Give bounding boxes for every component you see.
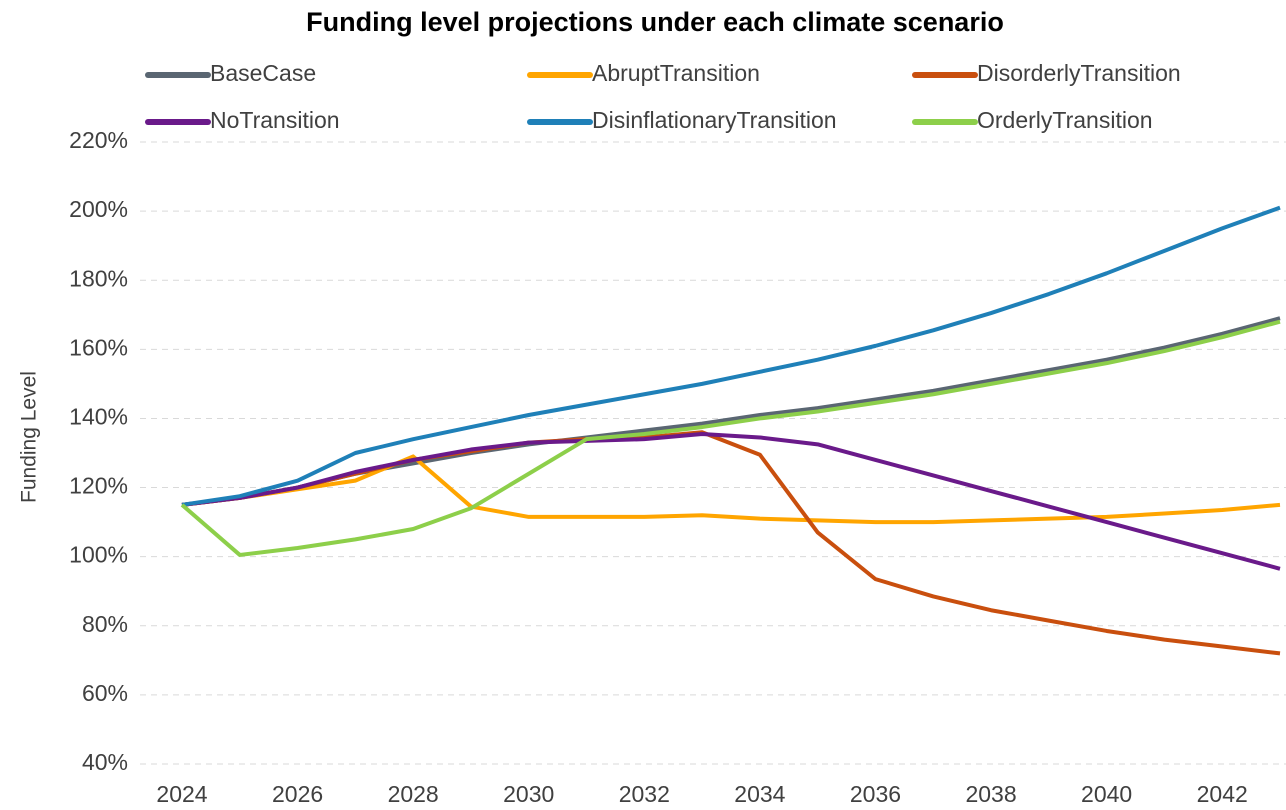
x-tick-label: 2038 bbox=[965, 781, 1016, 807]
series-line bbox=[180, 319, 1281, 557]
y-tick-label: 40% bbox=[82, 749, 128, 775]
chart-title: Funding level projections under each cli… bbox=[306, 7, 1004, 37]
y-tick-label: 140% bbox=[69, 404, 128, 430]
x-tick-label: 2026 bbox=[272, 781, 323, 807]
series-line bbox=[181, 454, 1281, 525]
legend-label: DisinflationaryTransition bbox=[592, 107, 837, 133]
legend-label: AbruptTransition bbox=[592, 60, 760, 86]
x-tick-label: 2032 bbox=[619, 781, 670, 807]
x-tick-label: 2042 bbox=[1197, 781, 1248, 807]
x-tick-label: 2036 bbox=[850, 781, 901, 807]
y-tick-label: 80% bbox=[82, 611, 128, 637]
x-tick-label: 2040 bbox=[1081, 781, 1132, 807]
y-tick-label: 220% bbox=[69, 127, 128, 153]
y-tick-label: 200% bbox=[69, 196, 128, 222]
x-tick-label: 2034 bbox=[734, 781, 785, 807]
y-tick-label: 60% bbox=[82, 680, 128, 706]
x-tick-label: 2030 bbox=[503, 781, 554, 807]
y-tick-label: 160% bbox=[69, 334, 128, 360]
legend-label: DisorderlyTransition bbox=[977, 60, 1181, 86]
y-axis-label: Funding Level bbox=[18, 371, 41, 503]
y-tick-label: 180% bbox=[69, 265, 128, 291]
legend-label: NoTransition bbox=[210, 107, 340, 133]
y-tick-label: 100% bbox=[69, 542, 128, 568]
legend-label: BaseCase bbox=[210, 60, 316, 86]
legend-label: OrderlyTransition bbox=[977, 107, 1153, 133]
series-line bbox=[181, 205, 1281, 507]
x-tick-label: 2028 bbox=[388, 781, 439, 807]
series-line bbox=[181, 431, 1281, 571]
y-tick-label: 120% bbox=[69, 473, 128, 499]
series-line bbox=[181, 430, 1281, 656]
x-tick-label: 2024 bbox=[156, 781, 207, 807]
